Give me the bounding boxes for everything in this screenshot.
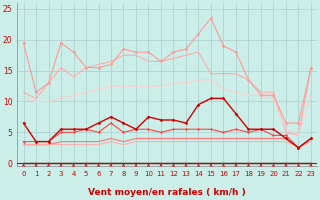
X-axis label: Vent moyen/en rafales ( km/h ): Vent moyen/en rafales ( km/h ): [88, 188, 246, 197]
